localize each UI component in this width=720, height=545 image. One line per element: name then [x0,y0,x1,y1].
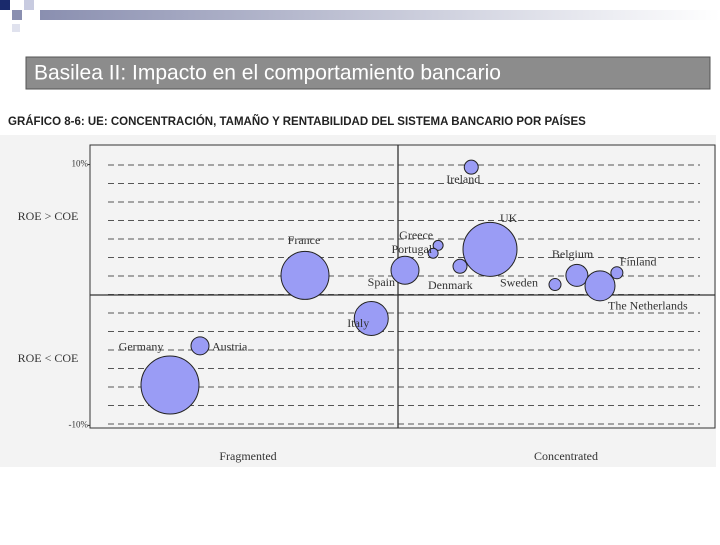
slide-title: Basilea II: Impacto en el comportamiento… [34,62,501,85]
bubble [548,278,562,292]
chart-title: GRÁFICO 8-6: UE: CONCENTRACIÓN, TAMAÑO Y… [8,115,586,128]
deco-square [0,0,10,10]
bubble-label: Belgium [552,247,594,261]
bubble [140,355,200,415]
region-label: ROE < COE [18,351,79,365]
bubble [280,250,330,300]
bubble-label: Austria [212,340,248,354]
bubble-label: France [288,233,321,247]
bubble-label: Denmark [428,278,473,292]
bubble [462,221,518,277]
bubble [463,159,479,175]
title-box [25,56,711,90]
bubble [610,266,624,280]
bubble-label: UK [500,211,518,225]
bubble-label: Germany [119,340,164,354]
deco-bar [40,10,720,20]
deco-square [12,24,20,32]
bubble-label: Sweden [500,275,538,289]
bubble [565,263,589,287]
bubble-label: Spain [368,275,395,289]
deco-square [12,10,22,20]
region-label: Fragmented [219,449,276,463]
bubble-label: Ireland [446,172,480,186]
bubble-label: Portugal [391,242,432,256]
deco-square [24,0,34,10]
bubble-label: Italy [347,316,369,330]
y-tick-label: 10% [72,159,89,169]
y-tick-label: -10% [69,419,89,429]
bubble [452,258,468,274]
bubble [432,239,444,251]
bubble [190,336,210,356]
plot-frame [89,144,716,429]
bubble [353,300,389,336]
region-label: ROE > COE [18,209,79,223]
region-label: Concentrated [534,449,598,463]
bubble [390,255,420,285]
bubble-label: Greece [399,228,433,242]
bubble [584,270,616,302]
bubble-label: The Netherlands [608,299,688,313]
chart-background [0,135,716,467]
bubble [427,247,439,259]
bubble-label: Finland [620,255,657,269]
